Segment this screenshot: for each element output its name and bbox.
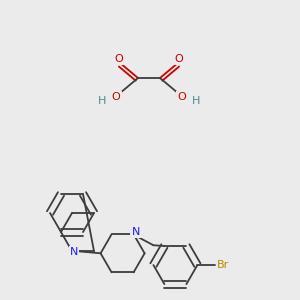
Text: O: O xyxy=(115,54,124,64)
Text: N: N xyxy=(131,227,140,237)
Text: H: H xyxy=(98,96,106,106)
Text: O: O xyxy=(175,54,183,64)
Text: N: N xyxy=(70,247,78,257)
Text: Br: Br xyxy=(217,260,229,270)
Text: H: H xyxy=(192,96,200,106)
Text: O: O xyxy=(178,92,186,102)
Text: O: O xyxy=(112,92,121,102)
